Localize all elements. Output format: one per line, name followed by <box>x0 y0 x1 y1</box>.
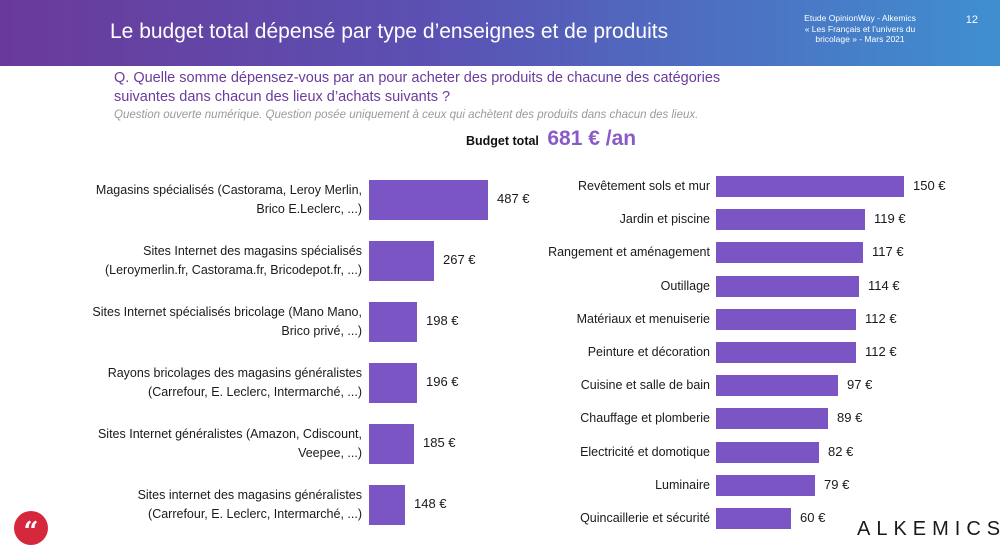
category-label: Luminaire <box>655 478 710 492</box>
page-title: Le budget total dépensé par type d’ensei… <box>110 20 669 43</box>
category-label: Chauffage et plomberie <box>580 411 710 425</box>
data-label: 150 € <box>913 178 946 193</box>
data-label: 60 € <box>800 510 826 525</box>
category-label-line: Sites Internet des magasins spécialisés <box>143 244 362 258</box>
data-label: 185 € <box>423 435 456 450</box>
bar <box>716 209 865 230</box>
quote-icon: “ <box>14 511 48 547</box>
data-label: 112 € <box>865 344 897 359</box>
data-label: 148 € <box>414 496 447 511</box>
data-label: 198 € <box>426 313 459 328</box>
bar <box>716 276 859 297</box>
data-label: 267 € <box>443 252 476 267</box>
data-label: 119 € <box>874 211 906 226</box>
bar <box>716 408 828 429</box>
category-label: Matériaux et menuiserie <box>576 312 710 326</box>
category-label-line: (Leroymerlin.fr, Castorama.fr, Bricodepo… <box>104 263 362 277</box>
category-label: Rayons bricolages des magasins généralis… <box>40 364 362 402</box>
bar <box>369 180 488 220</box>
category-label: Quincaillerie et sécurité <box>580 511 710 525</box>
study-reference: Etude OpinionWay - Alkemics « Les França… <box>775 13 945 45</box>
bar <box>716 442 819 463</box>
bar <box>716 176 904 197</box>
category-label: Sites internet des magasins généralistes… <box>40 486 362 524</box>
category-label: Peinture et décoration <box>587 345 710 359</box>
category-label: Revêtement sols et mur <box>578 179 710 193</box>
category-label-line: Magasins spécialisés (Castorama, Leroy M… <box>95 183 362 197</box>
bar <box>716 342 856 363</box>
category-label: Jardin et piscine <box>619 212 710 226</box>
category-label-line: Brico privé, ...) <box>281 324 362 338</box>
question-line: suivantes dans chacun des lieux d’achats… <box>114 89 451 105</box>
category-label: Sites Internet des magasins spécialisés (… <box>40 242 362 280</box>
category-label: Sites Internet spécialisés bricolage (Ma… <box>40 303 362 341</box>
bar <box>716 242 863 263</box>
page-number: 12 <box>965 14 978 26</box>
question-text: Q. Quelle somme dépensez-vous par an pou… <box>114 69 834 107</box>
data-label: 487 € <box>497 191 530 206</box>
bar <box>369 485 405 525</box>
bar <box>716 375 838 396</box>
header-banner: Le budget total dépensé par type d’ensei… <box>0 0 1000 66</box>
data-label: 79 € <box>824 477 850 492</box>
data-label: 89 € <box>837 410 863 425</box>
category-label-line: Rayons bricolages des magasins généralis… <box>107 366 362 380</box>
category-label: Rangement et aménagement <box>548 245 710 259</box>
alkemics-logo: ALKEMICS <box>857 518 1000 540</box>
category-label: Electricité et domotique <box>580 445 710 459</box>
question-note: Question ouverte numérique. Question pos… <box>114 109 699 121</box>
category-label-line: Sites Internet généralistes (Amazon, Cdi… <box>97 427 362 441</box>
bar <box>369 302 417 342</box>
data-label: 114 € <box>868 278 900 293</box>
bar <box>716 309 856 330</box>
category-label-line: (Carrefour, E. Leclerc, Intermarché, ...… <box>148 385 362 399</box>
bar <box>369 363 417 403</box>
category-label-line: (Carrefour, E. Leclerc, Intermarché, ...… <box>148 507 362 521</box>
category-label-line: Veepee, ...) <box>298 446 362 460</box>
bar <box>716 508 791 529</box>
category-label: Magasins spécialisés (Castorama, Leroy M… <box>40 181 362 219</box>
category-label: Cuisine et salle de bain <box>580 378 710 392</box>
category-label-line: Brico E.Leclerc, ...) <box>256 202 362 216</box>
data-label: 82 € <box>828 444 854 459</box>
category-label: Outillage <box>660 279 710 293</box>
category-label-line: Sites internet des magasins généralistes <box>137 488 362 502</box>
budget-total: Budget total 681 € /an <box>466 127 636 151</box>
category-label-line: Sites Internet spécialisés bricolage (Ma… <box>92 305 362 319</box>
budget-label: Budget total <box>466 134 539 148</box>
bar <box>716 475 815 496</box>
study-line: Etude OpinionWay - Alkemics <box>804 13 916 23</box>
bar <box>369 241 434 281</box>
budget-value: 681 € /an <box>547 127 637 150</box>
study-line: bricolage » - Mars 2021 <box>815 34 905 44</box>
study-line: « Les Français et l’univers du <box>804 23 916 34</box>
data-label: 117 € <box>872 244 904 259</box>
data-label: 112 € <box>865 311 897 326</box>
data-label: 97 € <box>847 377 873 392</box>
category-label: Sites Internet généralistes (Amazon, Cdi… <box>40 425 362 463</box>
bar <box>369 424 414 464</box>
data-label: 196 € <box>426 374 459 389</box>
question-line: Q. Quelle somme dépensez-vous par an pou… <box>114 70 721 86</box>
